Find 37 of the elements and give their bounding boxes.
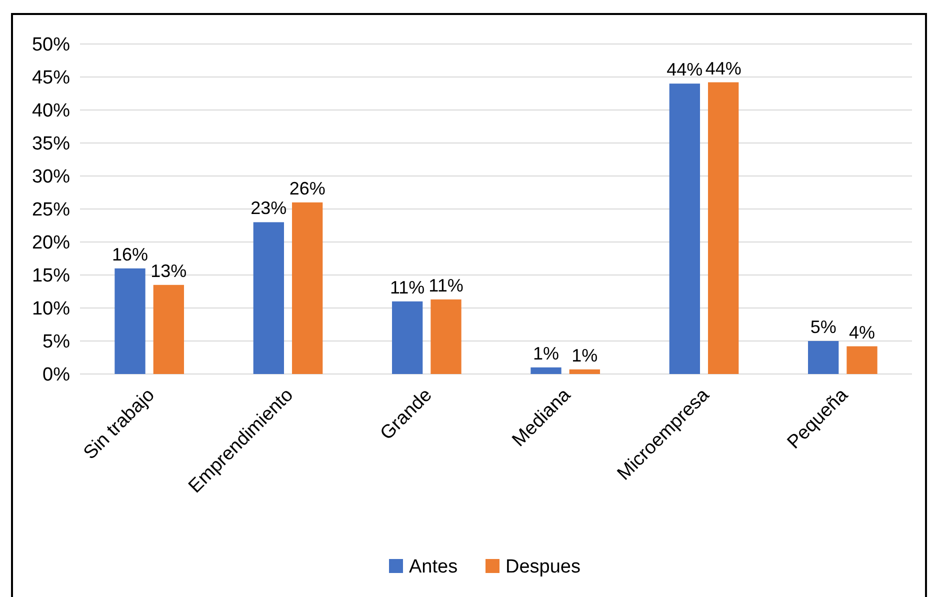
data-label: 1% bbox=[572, 345, 598, 366]
data-label: 5% bbox=[810, 317, 836, 337]
bar bbox=[292, 202, 323, 374]
y-tick-label: 30% bbox=[32, 166, 70, 188]
legend-label: Antes bbox=[409, 556, 458, 578]
y-tick-label: 0% bbox=[42, 364, 70, 386]
bar bbox=[392, 301, 423, 374]
data-label: 1% bbox=[532, 343, 560, 364]
bar bbox=[846, 346, 878, 374]
data-label: 44% bbox=[666, 60, 703, 80]
data-label: 11% bbox=[390, 277, 425, 298]
data-label: 11% bbox=[428, 275, 464, 296]
y-tick-label: 35% bbox=[32, 134, 70, 155]
bar bbox=[430, 299, 462, 374]
data-label: 16% bbox=[112, 244, 148, 264]
y-tick-label: 10% bbox=[32, 298, 70, 320]
data-label: 26% bbox=[289, 178, 326, 198]
y-tick-label: 25% bbox=[32, 200, 70, 221]
legend-label: Despues bbox=[506, 556, 580, 578]
y-tick-label: 15% bbox=[32, 266, 70, 287]
y-tick-label: 5% bbox=[42, 332, 70, 353]
y-tick-label: 40% bbox=[32, 100, 70, 122]
bar bbox=[669, 84, 700, 374]
bar bbox=[530, 367, 562, 374]
bar bbox=[153, 284, 184, 374]
bar bbox=[253, 222, 284, 374]
data-label: 4% bbox=[848, 322, 876, 342]
bar bbox=[708, 82, 739, 374]
data-label: 44% bbox=[705, 58, 742, 78]
data-label: 13% bbox=[150, 260, 187, 281]
y-tick-label: 20% bbox=[32, 232, 70, 254]
y-tick-label: 45% bbox=[32, 68, 70, 89]
bar bbox=[114, 268, 146, 374]
bar bbox=[569, 369, 600, 374]
y-tick-label: 50% bbox=[32, 34, 70, 56]
bar bbox=[808, 341, 839, 374]
data-label: 23% bbox=[250, 198, 287, 218]
